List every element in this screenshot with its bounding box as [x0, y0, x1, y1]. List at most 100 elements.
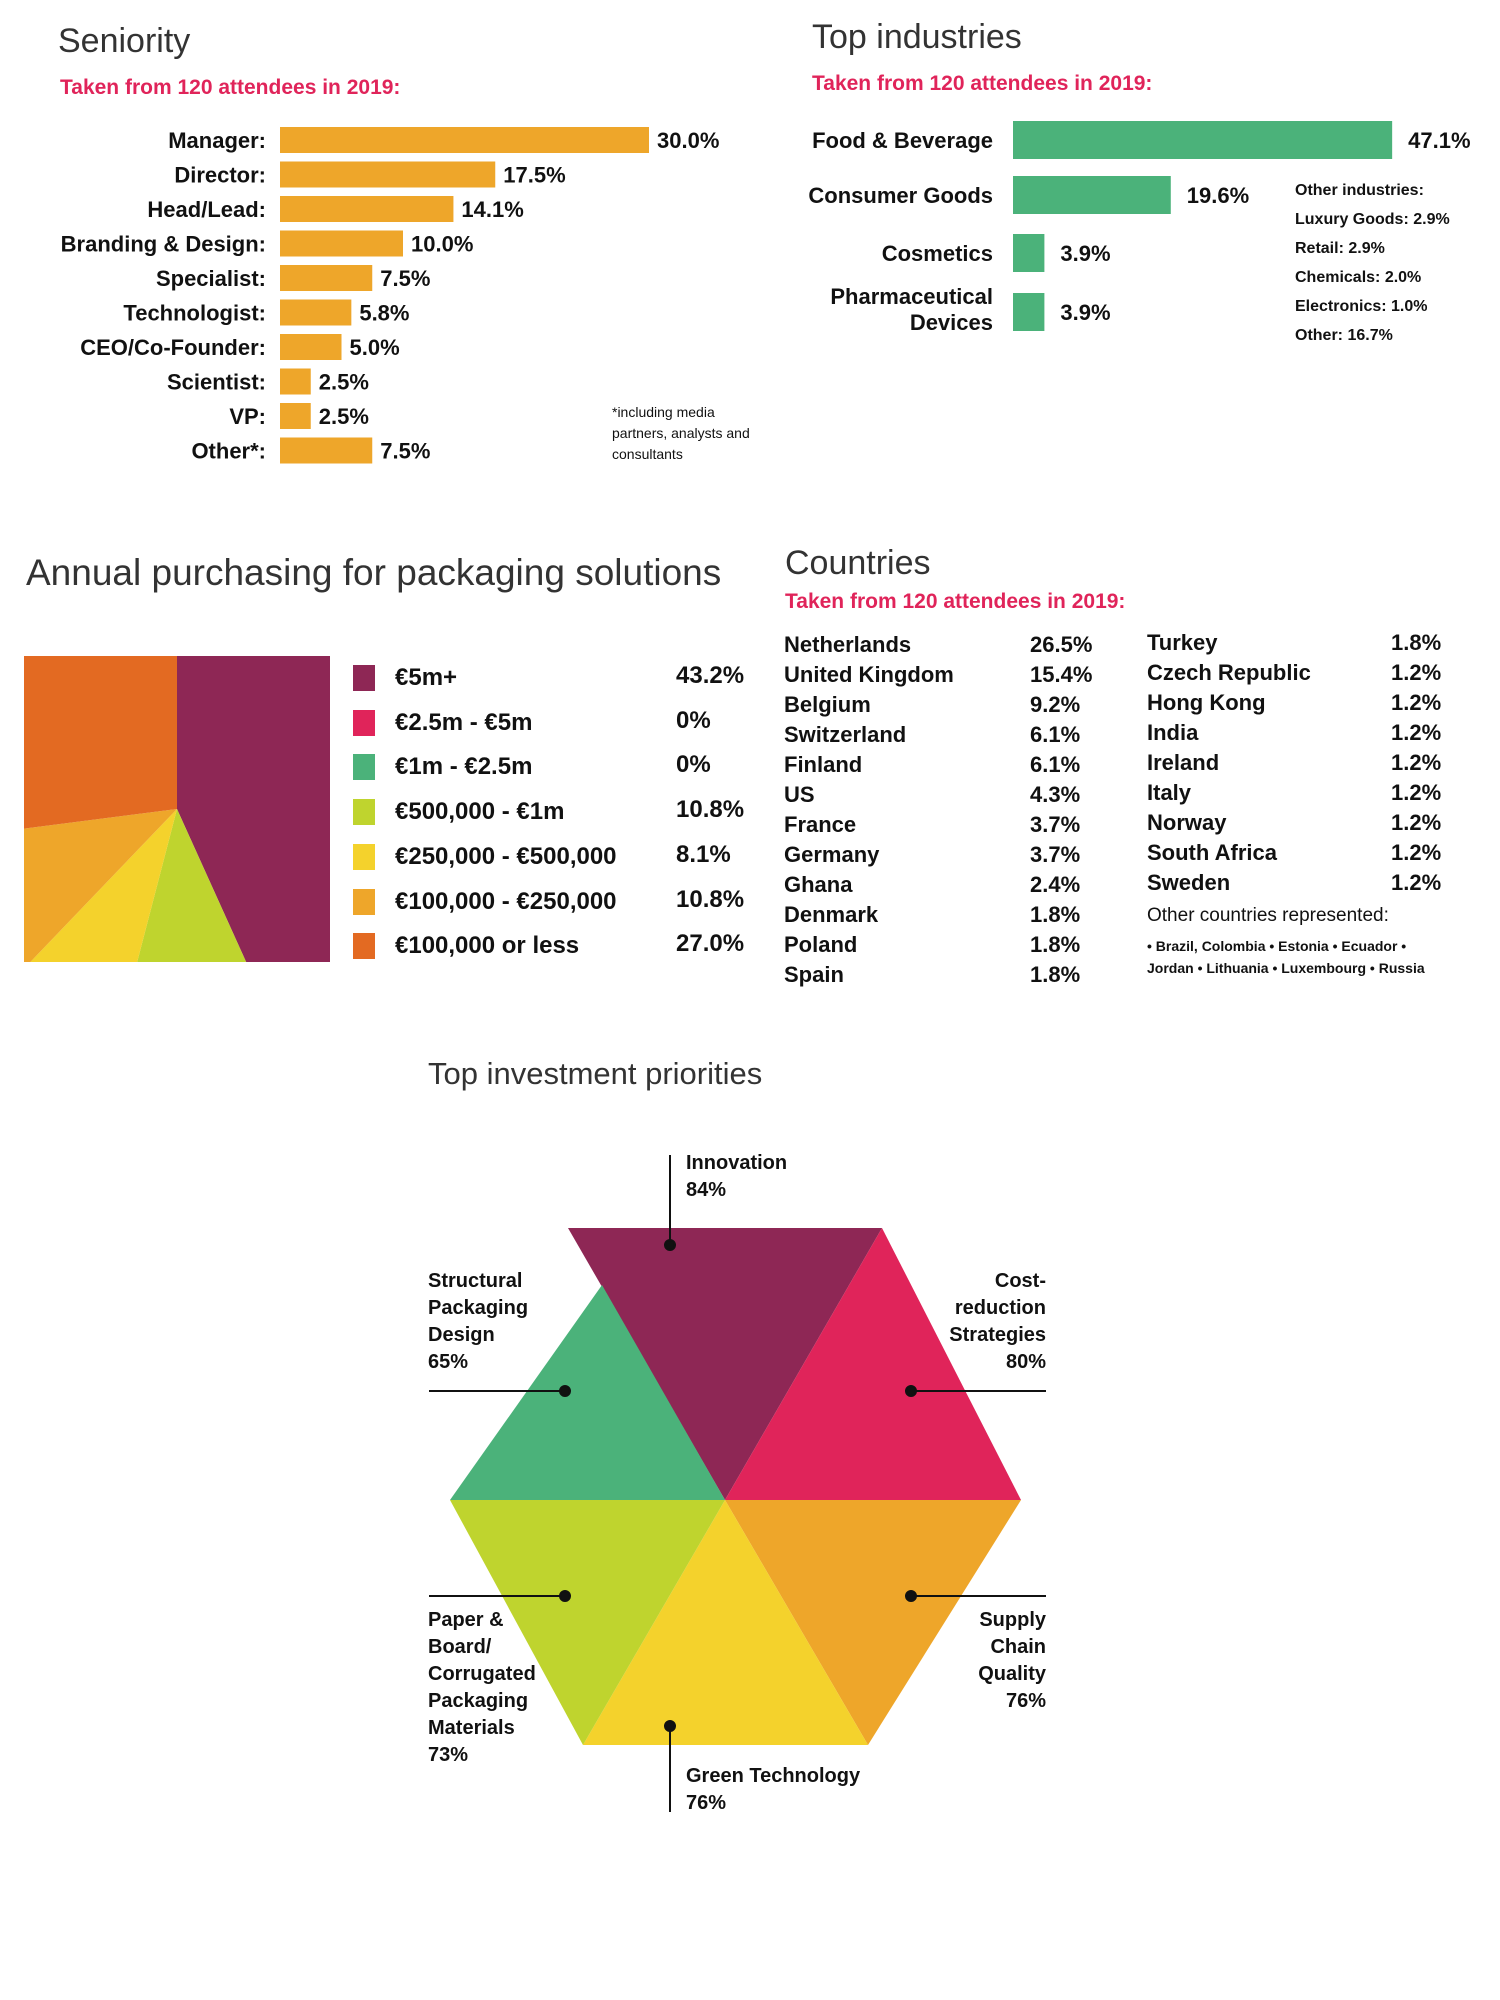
- seniority-value-label: 2.5%: [319, 370, 369, 395]
- country-row: Spain 1.8%: [784, 960, 1100, 990]
- other-industries: Other industries: Luxury Goods: 2.9% Ret…: [1295, 176, 1450, 350]
- structural-pointer-dot: [559, 1385, 571, 1397]
- seniority-subtitle: Taken from 120 attendees in 2019:: [60, 76, 401, 99]
- seniority-value-label: 7.5%: [380, 439, 430, 464]
- seniority-bar: [280, 196, 454, 222]
- country-value: 26.5%: [1030, 632, 1093, 657]
- country-row: US 4.3%: [784, 780, 1100, 810]
- structural-name-line: Design: [428, 1324, 495, 1346]
- legend-label: €5m+: [395, 664, 458, 691]
- other-countries-line: • Brazil, Colombia • Estonia • Ecuador •: [1147, 938, 1407, 954]
- paper-board-label: Paper & Board/ Corrugated Packaging Mate…: [428, 1607, 536, 1769]
- country-name: Switzerland: [784, 722, 907, 747]
- cost-value: 80%: [1005, 1351, 1046, 1373]
- seniority-bar: [280, 403, 311, 429]
- country-name: Spain: [784, 962, 844, 987]
- purchasing-title: Annual purchasing for packaging solution…: [26, 552, 722, 593]
- country-row: Ghana 2.4%: [784, 870, 1100, 900]
- country-row: Finland 6.1%: [784, 750, 1100, 780]
- country-name: Turkey: [1147, 630, 1218, 655]
- countries-title: Countries: [785, 544, 931, 582]
- country-row: Ireland 1.2%: [1147, 748, 1461, 778]
- seniority-value-label: 2.5%: [319, 404, 369, 429]
- countries-column-1: Netherlands 26.5% United Kingdom 15.4% Belgi…: [784, 630, 1100, 990]
- cost-name-line: reduction: [954, 1297, 1046, 1319]
- country-row: South Africa 1.2%: [1147, 838, 1461, 868]
- legend-label: €1m - €2.5m: [395, 753, 533, 781]
- industry-value-label: 3.9%: [1060, 241, 1110, 266]
- legend-value: 43.2%: [676, 662, 745, 689]
- seniority-value-label: 5.8%: [359, 301, 409, 326]
- legend-label: €500,000 - €1m: [395, 798, 565, 826]
- seniority-category-label: Other*:: [191, 439, 266, 464]
- supply-pointer-dot: [905, 1590, 917, 1602]
- industries-title: Top industries: [812, 18, 1022, 56]
- structural-design-label: Structural Packaging Design 65%: [428, 1268, 528, 1376]
- legend-item: €2.5m - €5m: [353, 708, 675, 738]
- country-name: United Kingdom: [784, 662, 954, 687]
- legend-swatch: [353, 933, 375, 960]
- countries-subtitle: Taken from 120 attendees in 2019:: [785, 590, 1126, 613]
- country-value: 1.2%: [1391, 690, 1442, 715]
- industry-value-label: 3.9%: [1060, 300, 1110, 325]
- legend-label: €100,000 or less: [395, 932, 580, 960]
- legend-value: 0%: [676, 751, 711, 779]
- country-row: France 3.7%: [784, 810, 1100, 840]
- green-value: 76%: [686, 1792, 727, 1814]
- green-technology-triangle: [583, 1500, 868, 1745]
- legend-item: €100,000 - €250,000: [353, 887, 675, 917]
- seniority-category-label: Head/Lead:: [147, 197, 266, 222]
- country-name: India: [1147, 720, 1199, 745]
- innovation-label: Innovation 84%: [686, 1150, 787, 1204]
- cost-name-line: Cost-: [994, 1270, 1046, 1292]
- legend-swatch: [353, 843, 375, 870]
- other-industry-item: Retail: 2.9%: [1295, 240, 1385, 257]
- pie-slice: [137, 809, 247, 962]
- industry-category-label: Food & Beverage: [812, 128, 993, 153]
- legend-swatch: [353, 799, 375, 826]
- country-name: Hong Kong: [1147, 690, 1266, 715]
- country-row: Czech Republic 1.2%: [1147, 658, 1461, 688]
- legend-item: €500,000 - €1m: [353, 797, 675, 827]
- other-industries-title: Other industries:: [1295, 182, 1424, 199]
- supply-value: 76%: [1005, 1690, 1046, 1712]
- industry-bar: [1013, 176, 1171, 214]
- cost-pointer-dot: [905, 1385, 917, 1397]
- seniority-bar: [280, 161, 496, 188]
- paper-pointer-dot: [559, 1590, 571, 1602]
- legend-label: €2.5m - €5m: [395, 708, 533, 736]
- seniority-value-label: 17.5%: [503, 163, 565, 188]
- country-row: Denmark 1.8%: [784, 900, 1100, 930]
- seniority-value-label: 7.5%: [380, 266, 430, 291]
- seniority-footnote: *including media partners, analysts and …: [612, 404, 750, 462]
- industry-category-label: Consumer Goods: [808, 183, 993, 208]
- pie-slice: [24, 656, 177, 829]
- legend-swatch: [353, 888, 375, 915]
- seniority-category-label: Specialist:: [156, 266, 266, 291]
- green-pointer-dot: [664, 1720, 676, 1732]
- industry-value-label: 47.1%: [1408, 128, 1470, 153]
- country-row: Turkey 1.8%: [1147, 628, 1461, 658]
- country-value: 1.2%: [1391, 840, 1442, 865]
- country-name: Netherlands: [784, 632, 912, 657]
- country-name: Belgium: [784, 692, 871, 717]
- industries-subtitle: Taken from 120 attendees in 2019:: [812, 72, 1153, 95]
- country-value: 4.3%: [1030, 782, 1081, 807]
- legend-value: 0%: [676, 706, 711, 734]
- country-value: 1.8%: [1030, 932, 1081, 957]
- seniority-value-label: 30.0%: [657, 128, 719, 153]
- country-row: Netherlands 26.5%: [784, 630, 1100, 660]
- country-name: US: [784, 782, 815, 807]
- seniority-value-label: 14.1%: [461, 197, 523, 222]
- country-name: Ireland: [1147, 750, 1220, 775]
- seniority-bar: [280, 334, 342, 360]
- country-value: 15.4%: [1030, 662, 1093, 687]
- legend-item: €100,000 or less: [353, 931, 675, 961]
- country-row: India 1.2%: [1147, 718, 1461, 748]
- pie-slice: [177, 656, 330, 962]
- other-industry-item: Other: 16.7%: [1295, 327, 1393, 344]
- country-row: Germany 3.7%: [784, 840, 1100, 870]
- country-row: Switzerland 6.1%: [784, 720, 1100, 750]
- seniority-category-label: CEO/Co-Founder:: [80, 335, 266, 360]
